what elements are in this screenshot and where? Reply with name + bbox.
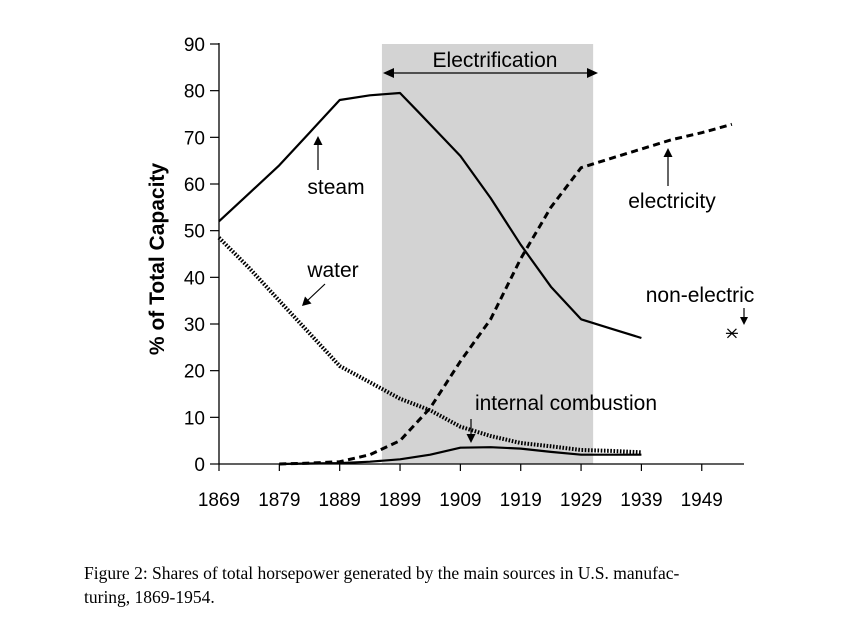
x-tick-label: 1949 <box>681 490 723 511</box>
internal-combustion-label: internal combustion <box>475 392 657 415</box>
x-tick-label: 1919 <box>500 490 542 511</box>
y-tick-label: 30 <box>184 315 205 336</box>
electrification-arrow-right-head <box>587 68 598 78</box>
axes-layer <box>218 43 744 465</box>
x-tick-label: 1889 <box>319 490 361 511</box>
y-tick-label: 60 <box>184 175 205 196</box>
y-tick-label: 10 <box>184 408 205 429</box>
y-tick-label: 20 <box>184 362 205 383</box>
non-electric-label: non-electric <box>646 284 755 307</box>
non-electric-point-marker <box>725 328 738 339</box>
steam-series-line <box>218 91 642 340</box>
y-tick-label: 70 <box>184 128 205 149</box>
x-tick-label: 1909 <box>439 490 481 511</box>
electrification-arrow-left-head <box>383 68 394 78</box>
y-tick-label: 80 <box>184 82 205 103</box>
water-arrow-head <box>302 296 312 306</box>
x-tick-label: 1879 <box>258 490 300 511</box>
x-tick-label: 1939 <box>620 490 662 511</box>
chart-figure: 0 10 20 30 40 50 60 70 80 90 1869 1879 1889 1899 1909 1… <box>146 35 755 511</box>
caption-line-1: Figure 2: Shares of total horsepower gen… <box>84 563 680 583</box>
electricity-label: electricity <box>628 190 716 213</box>
steam-arrow-head <box>313 136 323 145</box>
x-tick-label: 1899 <box>379 490 421 511</box>
internal-combustion-arrow-head <box>466 434 476 443</box>
non-electric-arrow-head <box>740 317 748 325</box>
electrification-shaded-region <box>381 44 594 464</box>
x-tick-label: 1869 <box>198 490 240 511</box>
y-tick-label: 90 <box>184 35 205 56</box>
electricity-series-line <box>279 122 733 466</box>
water-annotation-arrow <box>306 283 326 302</box>
electricity-arrow-head <box>663 148 673 157</box>
electrification-label: Electrification <box>433 49 558 72</box>
x-tick-label: 1929 <box>560 490 602 511</box>
water-label: water <box>306 259 358 282</box>
steam-label: steam <box>307 176 364 199</box>
y-tick-label: 0 <box>194 455 205 476</box>
caption-line-2: turing, 1869-1954. <box>84 587 215 607</box>
y-tick-label: 50 <box>184 222 205 243</box>
internal-combustion-series-line <box>279 446 642 466</box>
series-layer <box>217 91 738 466</box>
y-axis-label: % of Total Capacity <box>146 163 169 355</box>
ticks-layer: 0 10 20 30 40 50 60 70 80 90 1869 1879 1889 1899 1909 1… <box>184 35 723 511</box>
y-tick-label: 40 <box>184 268 205 289</box>
figure-caption: Figure 2: Shares of total horsepower gen… <box>84 561 804 609</box>
